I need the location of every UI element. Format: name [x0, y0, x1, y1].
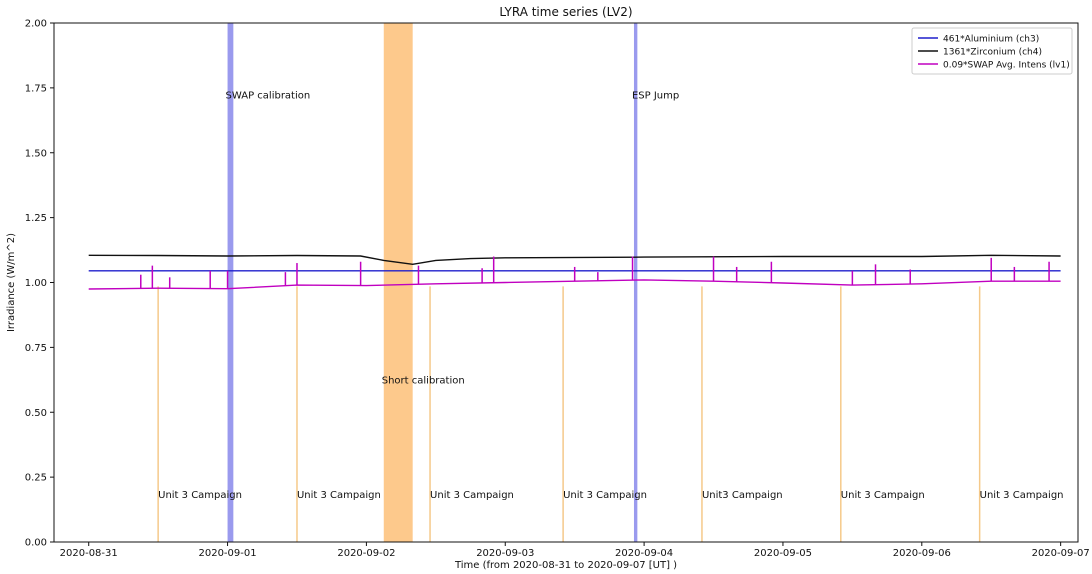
- x-tick-label-6: 2020-09-06: [893, 548, 951, 559]
- y-tick-label-0: 0.00: [25, 538, 47, 549]
- plot-frame: [53, 22, 1079, 543]
- calibration-band-1: [383, 23, 413, 542]
- campaign-label-2: Unit 3 Campaign: [430, 490, 514, 501]
- campaign-label-3: Unit 3 Campaign: [563, 490, 647, 501]
- calibration-band-0: [227, 23, 234, 542]
- series-line-2: [88, 279, 1061, 290]
- band-label-0: SWAP calibration: [226, 90, 311, 101]
- campaign-label-0: Unit 3 Campaign: [158, 490, 242, 501]
- campaign-label-5: Unit 3 Campaign: [841, 490, 925, 501]
- y-tick-label-5: 1.25: [25, 213, 47, 224]
- y-tick-label-7: 1.75: [25, 83, 47, 94]
- campaign-label-6: Unit 3 Campaign: [980, 490, 1064, 501]
- bands-layer: [227, 23, 638, 542]
- x-tick-label-1: 2020-09-01: [198, 548, 256, 559]
- legend-label-0: 461*Aluminium (ch3): [943, 35, 1039, 45]
- x-axis-label: Time (from 2020-08-31 to 2020-09-07 [UT]…: [454, 560, 677, 571]
- chart-title: LYRA time series (LV2): [499, 5, 632, 19]
- legend: 461*Aluminium (ch3) 1361*Zirconium (ch4) 0…: [911, 27, 1073, 75]
- y-tick-label-2: 0.50: [25, 408, 47, 419]
- y-tick-label-6: 1.50: [25, 148, 47, 159]
- campaign-label-4: Unit3 Campaign: [702, 490, 783, 501]
- x-tick-label-7: 2020-09-07: [1032, 548, 1090, 559]
- campaign-label-1: Unit 3 Campaign: [297, 490, 381, 501]
- x-tick-label-0: 2020-08-31: [60, 548, 118, 559]
- campaign-layer: [157, 286, 981, 542]
- x-tick-label-4: 2020-09-04: [615, 548, 673, 559]
- x-axis: 2020-08-31 2020-09-01 2020-09-02 2020-09-03…: [60, 542, 1090, 559]
- y-tick-label-8: 2.00: [25, 19, 47, 30]
- series-line-1: [88, 254, 1061, 266]
- calibration-band-2: [633, 23, 638, 542]
- x-tick-label-2: 2020-09-02: [337, 548, 395, 559]
- y-tick-label-1: 0.25: [25, 473, 47, 484]
- band-label-1: Short calibration: [382, 376, 465, 387]
- series-layer: [88, 254, 1061, 290]
- x-tick-label-3: 2020-09-03: [476, 548, 534, 559]
- legend-label-2: 0.09*SWAP Avg. Intens (lv1): [943, 61, 1070, 71]
- y-tick-label-4: 1.00: [25, 278, 47, 289]
- x-tick-label-5: 2020-09-05: [754, 548, 812, 559]
- band-label-2: ESP Jump: [632, 90, 679, 101]
- y-axis-label: Irradiance (W/m^2): [6, 233, 17, 332]
- annotations-layer: SWAP calibration Short calibration ESP Jum…: [158, 90, 1063, 501]
- y-tick-label-3: 0.75: [25, 343, 47, 354]
- legend-label-1: 1361*Zirconium (ch4): [943, 48, 1042, 58]
- legend-box: [911, 27, 1073, 75]
- y-axis: 0.00 0.25 0.50 0.75 1.00 1.25 1.50 1.75 2.00: [25, 19, 54, 549]
